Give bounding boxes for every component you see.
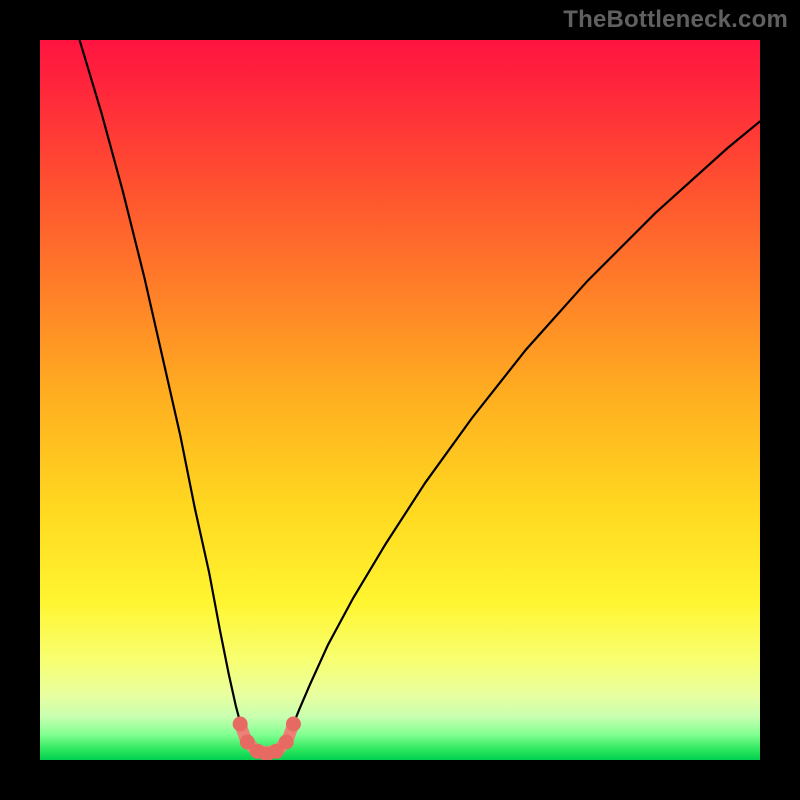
valley-dots	[233, 717, 301, 761]
curve-left-branch	[80, 40, 242, 728]
chart-stage: TheBottleneck.com	[0, 0, 800, 800]
curve-right-branch	[292, 121, 760, 727]
bottleneck-curve	[40, 40, 760, 760]
watermark-text: TheBottleneck.com	[563, 6, 788, 34]
plot-area	[40, 40, 760, 760]
